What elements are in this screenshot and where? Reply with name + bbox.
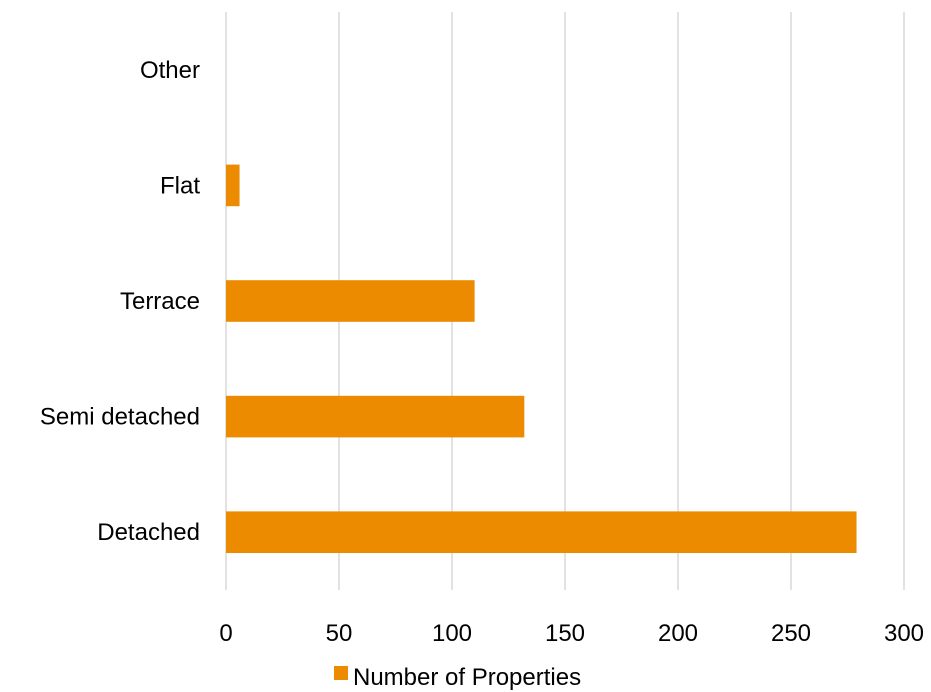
bar-detached — [226, 511, 857, 554]
category-label-detached: Detached — [97, 519, 200, 546]
bars — [226, 164, 857, 554]
category-label-semi-detached: Semi detached — [40, 404, 200, 431]
category-label-other: Other — [140, 57, 200, 84]
x-tick-label-50: 50 — [326, 620, 353, 647]
legend-label: Number of Properties — [353, 664, 581, 691]
x-tick-label-200: 200 — [658, 620, 698, 647]
x-tick-label-0: 0 — [219, 620, 232, 647]
x-tick-label-100: 100 — [432, 620, 472, 647]
bar-terrace — [226, 280, 475, 322]
category-label-flat: Flat — [160, 172, 200, 199]
x-tick-label-250: 250 — [771, 620, 811, 647]
bar-flat — [226, 164, 240, 207]
x-tick-label-300: 300 — [884, 620, 924, 647]
x-tick-label-150: 150 — [545, 620, 585, 647]
x-tick-labels: 0 50 100 150 200 250 300 — [219, 620, 924, 647]
category-label-terrace: Terrace — [120, 288, 200, 315]
category-labels: Detached Semi detached Terrace Flat Other — [40, 57, 200, 546]
bar-semi-detached — [226, 395, 525, 438]
legend: Number of Properties — [334, 664, 581, 691]
legend-swatch — [334, 666, 348, 680]
